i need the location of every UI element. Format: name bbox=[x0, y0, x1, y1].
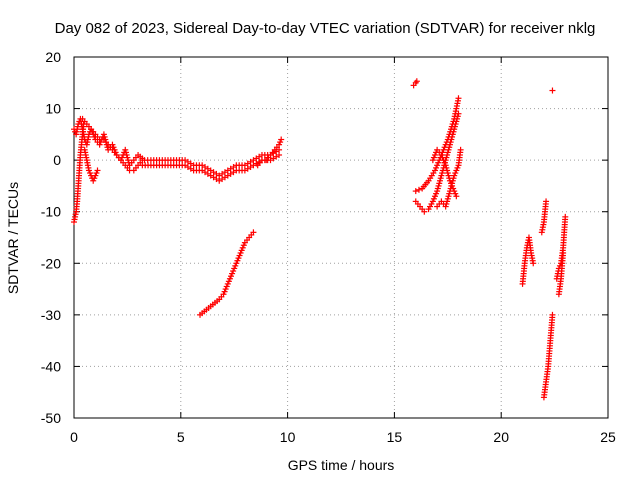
x-axis-label: GPS time / hours bbox=[288, 457, 395, 473]
grid-lines bbox=[74, 57, 608, 418]
data-point bbox=[94, 167, 101, 174]
x-tick-label: 20 bbox=[493, 429, 509, 445]
y-tick-label: -20 bbox=[41, 255, 61, 271]
data-point bbox=[562, 213, 569, 220]
data-point bbox=[455, 110, 462, 117]
y-tick-labels: 20 10 0 -10 -20 -30 -40 -50 bbox=[41, 49, 61, 426]
data-point bbox=[276, 151, 283, 158]
data-point-interp bbox=[415, 186, 422, 193]
y-tick-label: -40 bbox=[41, 358, 61, 374]
plot-frame bbox=[73, 56, 609, 419]
data-point bbox=[457, 146, 464, 153]
data-point bbox=[549, 311, 556, 318]
y-tick-label: 20 bbox=[45, 49, 61, 65]
x-tick-label: 0 bbox=[70, 429, 78, 445]
data-point bbox=[530, 260, 537, 267]
y-tick-label: -30 bbox=[41, 307, 61, 323]
x-tick-labels: 0 5 10 15 20 25 bbox=[70, 429, 616, 445]
data-point bbox=[413, 78, 420, 85]
data-point bbox=[278, 136, 285, 143]
y-tick-label: -50 bbox=[41, 410, 61, 426]
data-point bbox=[560, 249, 567, 256]
axis-ticks bbox=[73, 56, 609, 419]
data-point bbox=[455, 95, 462, 102]
data-point bbox=[453, 193, 460, 200]
data-point bbox=[543, 198, 550, 205]
data-point bbox=[412, 188, 419, 195]
y-tick-label: -10 bbox=[41, 204, 61, 220]
data-point bbox=[139, 157, 146, 164]
data-point bbox=[549, 87, 556, 94]
data-point bbox=[250, 229, 257, 236]
y-tick-label: 0 bbox=[53, 152, 61, 168]
x-tick-label: 10 bbox=[280, 429, 296, 445]
y-axis-label: SDTVAR / TECUs bbox=[5, 182, 21, 294]
x-tick-label: 25 bbox=[600, 429, 616, 445]
x-tick-label: 15 bbox=[387, 429, 403, 445]
x-tick-label: 5 bbox=[177, 429, 185, 445]
chart-title: Day 082 of 2023, Sidereal Day-to-day VTE… bbox=[55, 20, 596, 37]
y-tick-label: 10 bbox=[45, 101, 61, 117]
data-points bbox=[71, 78, 569, 401]
data-point bbox=[421, 208, 428, 215]
